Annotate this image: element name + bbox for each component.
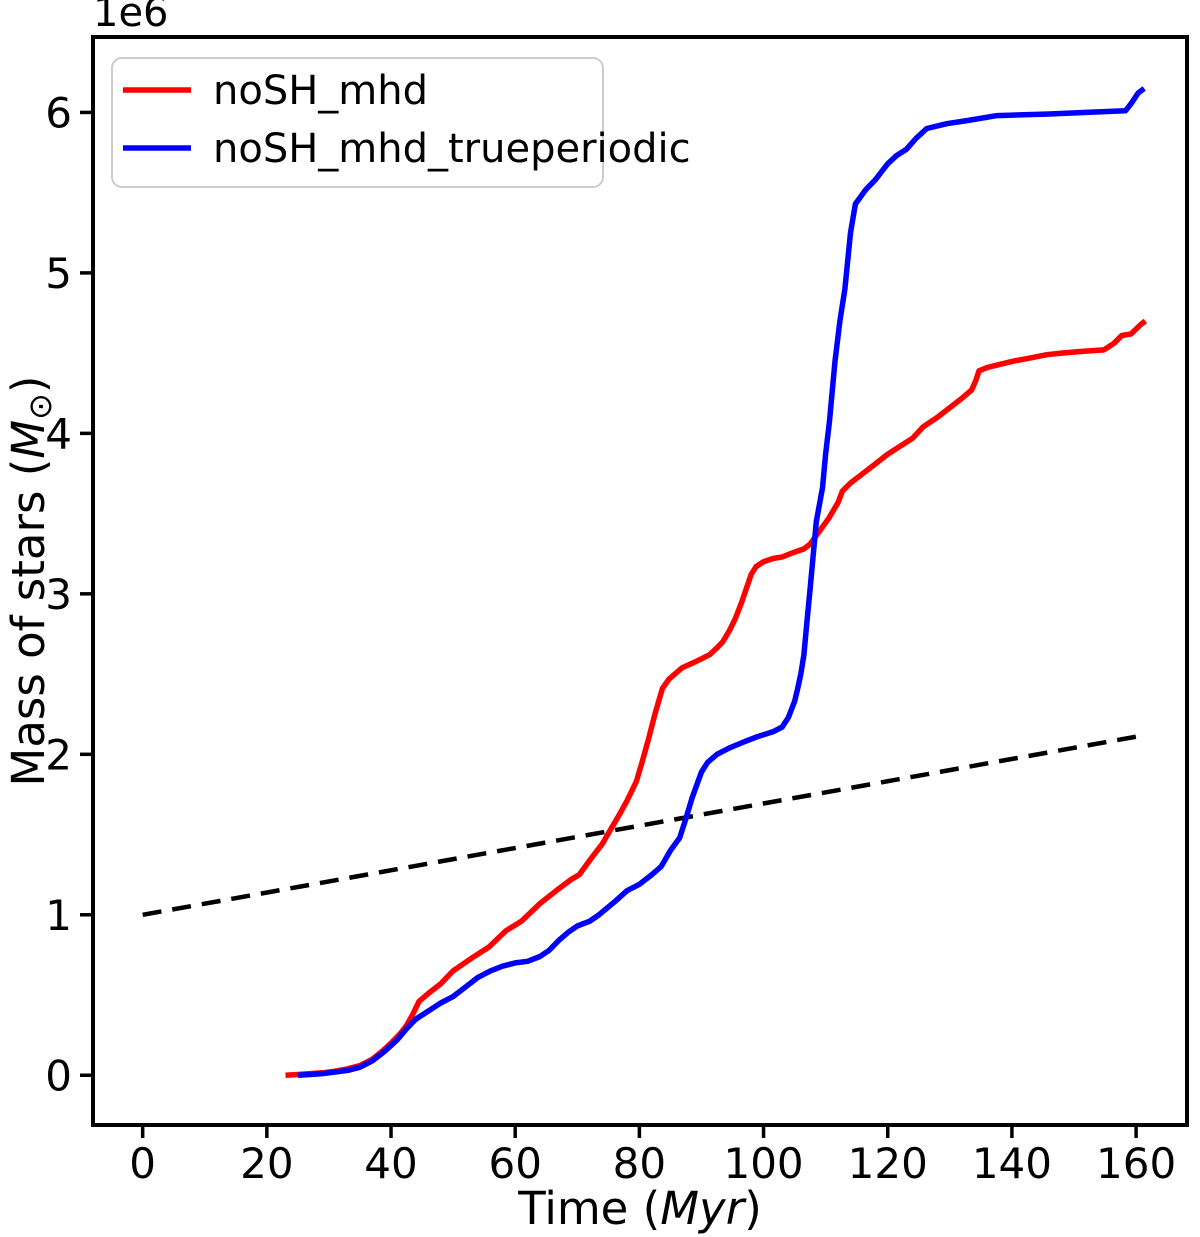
legend-label: noSH_mhd_trueperiodic bbox=[213, 126, 691, 172]
x-tick-label: 0 bbox=[129, 1139, 156, 1188]
y-axis-label: Mass of stars (M⊙) bbox=[2, 376, 59, 787]
series-line-noSH_mhd_trueperiodic bbox=[297, 86, 1146, 1079]
y-tick-label: 5 bbox=[45, 249, 72, 298]
x-tick-label: 100 bbox=[723, 1139, 803, 1188]
x-tick-label: 60 bbox=[488, 1139, 541, 1188]
legend-label: noSH_mhd bbox=[213, 68, 428, 114]
x-axis-label: Time (Myr) bbox=[517, 1182, 762, 1235]
x-tick-label: 160 bbox=[1096, 1139, 1176, 1188]
y-tick-label: 6 bbox=[45, 88, 72, 137]
legend-box bbox=[111, 57, 604, 188]
x-axis: 0 20 40 60 80 100 120 140 160 bbox=[129, 1125, 1176, 1188]
x-tick-label: 40 bbox=[364, 1139, 417, 1188]
y-tick-label: 4 bbox=[45, 409, 72, 458]
y-axis: 0 1 2 3 4 5 6 bbox=[45, 88, 93, 1100]
x-tick-label: 20 bbox=[240, 1139, 293, 1188]
x-tick-label: 120 bbox=[848, 1139, 928, 1188]
y-axis-offset-text: 1e6 bbox=[93, 0, 169, 36]
series-line-reference-dashed-line bbox=[142, 734, 1137, 918]
x-tick-label: 140 bbox=[972, 1139, 1052, 1188]
y-tick-label: 2 bbox=[45, 730, 72, 779]
y-tick-label: 3 bbox=[45, 570, 72, 619]
y-tick-label: 0 bbox=[45, 1051, 72, 1100]
series-group bbox=[142, 86, 1148, 1079]
series-line-noSH_mhd bbox=[285, 318, 1148, 1079]
legend: noSH_mhd noSH_mhd_trueperiodic bbox=[111, 57, 691, 188]
y-tick-label: 1 bbox=[45, 891, 72, 940]
x-tick-label: 80 bbox=[613, 1139, 666, 1188]
